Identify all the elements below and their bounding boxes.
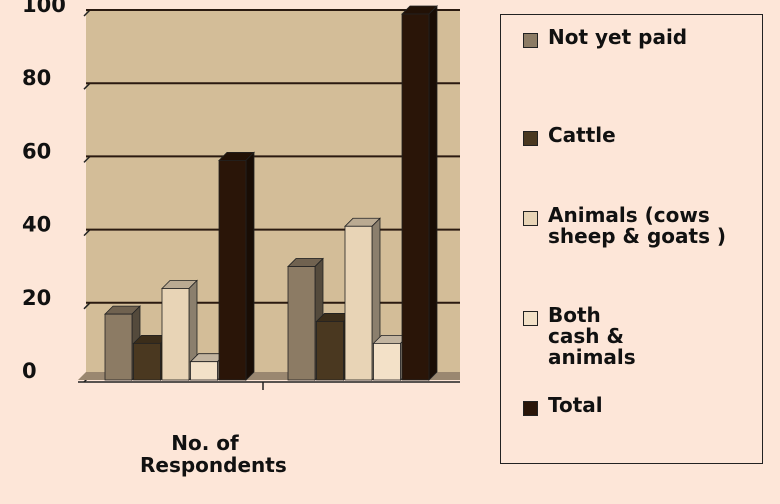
legend-label: Total — [548, 393, 603, 417]
x-axis-label: No. of Respondents — [140, 431, 287, 477]
y-tick-label: 100 — [22, 0, 66, 17]
legend-item: Both cash & animals — [523, 305, 658, 368]
legend-label: Animals (cows sheep & goats ) — [548, 203, 727, 248]
y-tick-label: 60 — [22, 139, 51, 163]
legend-item: Animals (cows sheep & goats ) — [523, 205, 738, 247]
y-tick-label: 80 — [22, 66, 51, 90]
bar — [190, 361, 218, 381]
legend-label: Both cash & animals — [548, 303, 636, 369]
bar — [373, 342, 401, 381]
legend-label: Cattle — [548, 123, 616, 147]
legend-swatch — [523, 211, 538, 226]
bar-side — [245, 151, 255, 381]
y-tick-label: 40 — [22, 213, 51, 237]
legend-swatch — [523, 311, 538, 326]
bar — [104, 313, 133, 381]
bar — [287, 266, 316, 381]
legend-label: Not yet paid — [548, 25, 688, 49]
legend-item: Not yet paid — [523, 27, 743, 48]
bar — [161, 288, 190, 381]
legend: Not yet paid Cattle Animals (cows sheep & … — [500, 14, 763, 464]
bar — [401, 13, 430, 381]
legend-swatch — [523, 131, 538, 146]
legend-item: Cattle — [523, 125, 743, 146]
bar — [344, 225, 373, 381]
bar — [316, 321, 344, 381]
legend-item: Total — [523, 395, 743, 416]
bar — [218, 159, 247, 381]
legend-swatch — [523, 401, 538, 416]
plot-area — [86, 10, 460, 372]
y-tick-label: 20 — [22, 286, 51, 310]
bar — [133, 342, 161, 381]
bar-side — [428, 5, 438, 381]
legend-swatch — [523, 33, 538, 48]
y-tick-label: 0 — [22, 359, 37, 383]
